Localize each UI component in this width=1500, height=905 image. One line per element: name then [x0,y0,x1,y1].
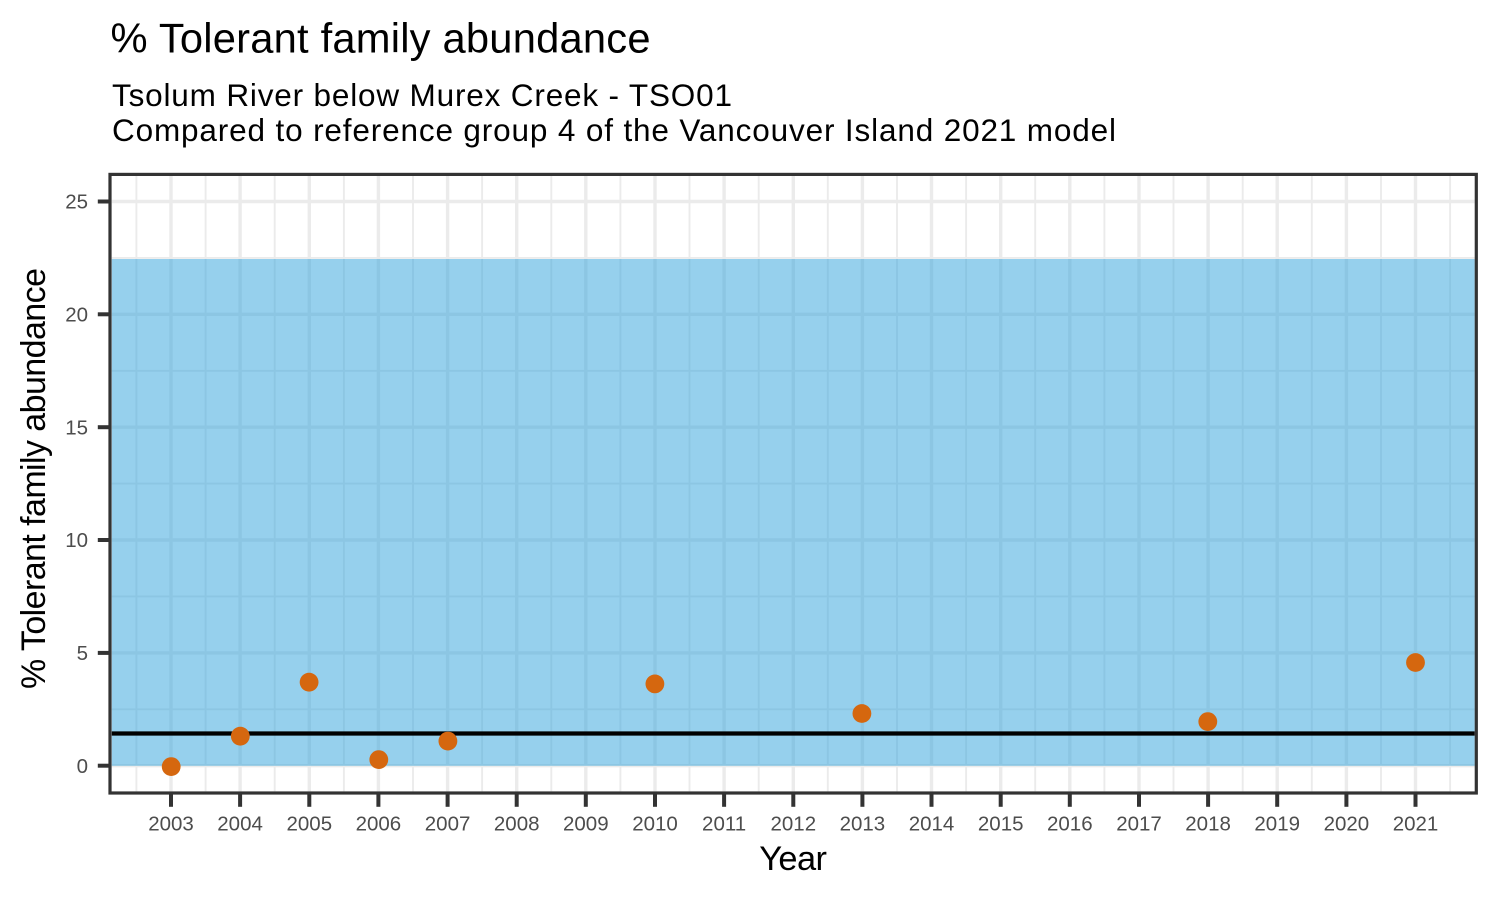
svg-text:2013: 2013 [840,813,886,836]
svg-text:Compared to reference group 4: Compared to reference group 4 of the Van… [112,112,1116,148]
svg-text:2005: 2005 [286,813,332,836]
svg-text:20: 20 [65,303,88,326]
svg-text:2021: 2021 [1393,813,1439,836]
svg-text:2014: 2014 [909,813,955,836]
svg-text:Tsolum River below Murex Creek: Tsolum River below Murex Creek - TSO01 [112,77,732,113]
svg-text:2016: 2016 [1047,813,1093,836]
svg-text:2003: 2003 [148,813,194,836]
svg-text:0: 0 [77,755,88,778]
svg-text:2018: 2018 [1185,813,1231,836]
svg-text:2008: 2008 [494,813,540,836]
svg-text:15: 15 [65,416,88,439]
svg-text:2004: 2004 [217,813,263,836]
svg-text:10: 10 [65,529,88,552]
svg-text:2017: 2017 [1116,813,1162,836]
svg-text:2011: 2011 [702,813,746,836]
svg-text:2012: 2012 [770,813,816,836]
svg-text:2019: 2019 [1254,813,1300,836]
svg-text:2006: 2006 [356,813,402,836]
svg-text:25: 25 [65,191,88,214]
svg-text:% Tolerant family abundance: % Tolerant family abundance [15,268,53,689]
svg-text:2020: 2020 [1324,813,1370,836]
svg-text:2007: 2007 [425,813,471,836]
svg-text:5: 5 [77,642,88,665]
svg-text:2009: 2009 [563,813,609,836]
svg-text:2015: 2015 [978,813,1024,836]
svg-text:% Tolerant family abundance: % Tolerant family abundance [111,14,651,61]
svg-text:2010: 2010 [632,813,678,836]
svg-text:Year: Year [759,840,827,878]
